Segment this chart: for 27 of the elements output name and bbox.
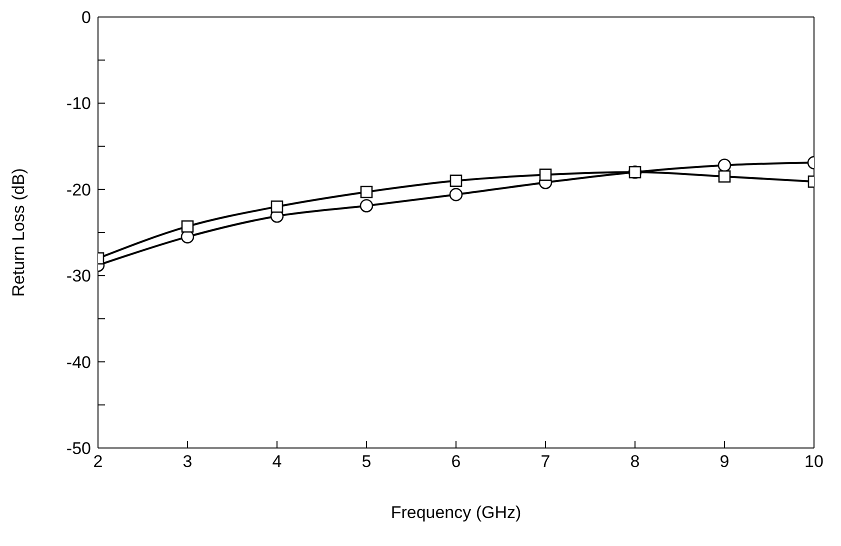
point bbox=[360, 199, 374, 212]
point bbox=[718, 170, 731, 183]
x-tick-label: 10 bbox=[804, 452, 824, 472]
x-tick-label: 2 bbox=[93, 452, 103, 472]
point bbox=[181, 220, 194, 233]
point bbox=[449, 188, 463, 202]
x-tick-label: 3 bbox=[182, 452, 192, 472]
y-axis-title: Return Loss (dB) bbox=[9, 168, 28, 297]
point bbox=[270, 200, 284, 213]
x-tick-label: 6 bbox=[451, 452, 461, 472]
x-tick-label: 9 bbox=[720, 452, 730, 472]
point bbox=[718, 158, 732, 172]
point bbox=[450, 174, 462, 187]
y-tick-label: -40 bbox=[66, 352, 91, 372]
y-tick-label: -50 bbox=[66, 439, 91, 458]
x-tick-label: 4 bbox=[272, 452, 282, 472]
point bbox=[360, 186, 373, 198]
x-axis-title: Frequency (GHz) bbox=[390, 503, 522, 522]
x-tick-label: 5 bbox=[362, 452, 372, 472]
y-tick-label: 0 bbox=[82, 8, 91, 28]
x-tick-label: 8 bbox=[630, 452, 640, 472]
y-tick-label: -20 bbox=[66, 180, 91, 200]
y-tick-label: -10 bbox=[66, 94, 91, 114]
x-tick-label: 7 bbox=[540, 452, 550, 472]
y-tick-label: -30 bbox=[66, 266, 91, 286]
point bbox=[539, 168, 552, 181]
point bbox=[628, 166, 642, 178]
